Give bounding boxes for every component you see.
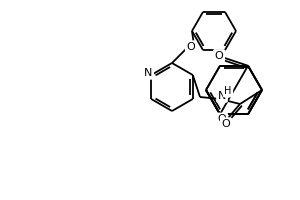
Text: N: N	[218, 91, 226, 101]
Text: O: O	[187, 42, 195, 52]
Text: N: N	[144, 68, 152, 78]
Text: H: H	[224, 86, 232, 96]
Text: O: O	[222, 119, 230, 129]
Text: O: O	[218, 114, 226, 124]
Text: O: O	[214, 51, 224, 61]
